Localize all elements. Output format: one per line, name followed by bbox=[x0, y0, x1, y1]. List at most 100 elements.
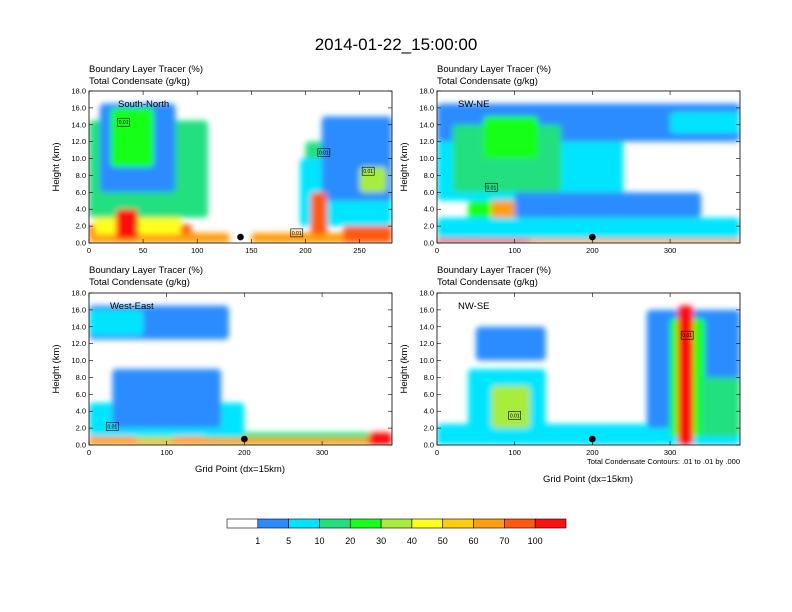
plot-frame bbox=[436, 90, 741, 244]
y-tick-label: 0.0 bbox=[76, 239, 86, 248]
colorbar-swatch bbox=[257, 518, 289, 529]
x-tick-label: 300 bbox=[664, 448, 677, 457]
y-axis-label: Height (km) bbox=[399, 344, 410, 393]
y-tick-label: 14.0 bbox=[71, 120, 86, 129]
panel-south-north: Boundary Layer Tracer (%) Total Condensa… bbox=[51, 64, 393, 255]
colorbar-swatch bbox=[534, 518, 567, 529]
y-tick-label: 12.0 bbox=[419, 339, 434, 348]
y-tick-label: 10.0 bbox=[419, 356, 434, 365]
contour-label: 0.01 bbox=[363, 169, 373, 175]
y-tick-label: 8.0 bbox=[76, 373, 86, 382]
colorbar-swatch bbox=[226, 518, 259, 529]
contour-label: 0.01 bbox=[319, 151, 329, 157]
contour-label: 0.01 bbox=[292, 231, 302, 237]
panel-title-line1: Boundary Layer Tracer (%) bbox=[89, 265, 203, 276]
location-marker bbox=[241, 435, 248, 443]
location-marker bbox=[589, 233, 596, 241]
y-tick-label: 10.0 bbox=[419, 154, 434, 163]
colorbar-label: 20 bbox=[345, 536, 355, 546]
colorbar-swatch bbox=[411, 518, 444, 529]
contour-label-box bbox=[485, 182, 498, 192]
x-tick-label: 100 bbox=[508, 448, 521, 457]
y-tick-label: 8.0 bbox=[76, 171, 86, 180]
y-tick-label: 16.0 bbox=[419, 103, 434, 112]
contour-label-box bbox=[117, 117, 130, 127]
tracer-region bbox=[514, 192, 702, 218]
y-tick-label: 0.0 bbox=[424, 239, 434, 248]
x-tick-label: 100 bbox=[191, 246, 204, 255]
panel-nw-se: Boundary Layer Tracer (%) Total Condensa… bbox=[399, 265, 741, 485]
x-tick-label: 200 bbox=[586, 246, 599, 255]
tracer-region bbox=[310, 192, 328, 235]
tracer-region bbox=[483, 116, 538, 159]
tracer-field bbox=[437, 103, 740, 243]
y-tick-label: 4.0 bbox=[76, 205, 86, 214]
colorbar-label: 50 bbox=[438, 536, 448, 546]
contour-label-box bbox=[508, 411, 521, 420]
y-tick-label: 16.0 bbox=[71, 103, 86, 112]
panel-sw-ne: Boundary Layer Tracer (%) Total Condensa… bbox=[399, 64, 741, 255]
colorbar-swatch bbox=[442, 518, 474, 529]
colorbar-swatch bbox=[288, 518, 320, 529]
colorbar: 1 5 10 20 30 40 50 60 70 100 bbox=[226, 518, 567, 546]
tracer-field bbox=[89, 305, 392, 445]
x-tick-label: 0 bbox=[435, 448, 439, 457]
contour-label-box bbox=[317, 148, 331, 157]
region-label: West-East bbox=[110, 301, 154, 312]
contour-label-box bbox=[290, 228, 304, 238]
y-tick-label: 12.0 bbox=[419, 137, 434, 146]
y-tick-label: 0.0 bbox=[424, 441, 434, 450]
x-tick-label: 150 bbox=[245, 246, 258, 255]
y-tick-label: 2.0 bbox=[424, 222, 434, 231]
colorbar-label: 10 bbox=[314, 536, 324, 546]
y-tick-label: 18.0 bbox=[71, 87, 86, 96]
tracer-region bbox=[89, 309, 144, 336]
y-tick-label: 0.0 bbox=[76, 441, 86, 450]
contour-label-box bbox=[106, 422, 119, 431]
panel-title-line2: Total Condensate (g/kg) bbox=[437, 76, 538, 87]
y-tick-label: 10.0 bbox=[71, 154, 86, 163]
x-tick-label: 200 bbox=[299, 246, 312, 255]
y-tick-label: 4.0 bbox=[424, 407, 434, 416]
y-tick-label: 2.0 bbox=[76, 222, 86, 231]
tracer-field bbox=[437, 305, 740, 445]
colorbar-label: 5 bbox=[286, 536, 291, 546]
colorbar-label: 1 bbox=[255, 536, 260, 546]
y-tick-label: 12.0 bbox=[71, 137, 86, 146]
contour-label: 0.01 bbox=[487, 185, 497, 191]
tracer-region bbox=[701, 377, 740, 437]
location-marker bbox=[237, 233, 244, 241]
tracer-region bbox=[491, 385, 531, 429]
x-axis-label: Grid Point (dx=15km) bbox=[543, 474, 633, 485]
colorbar-swatch bbox=[504, 518, 536, 529]
tracer-region bbox=[368, 432, 392, 445]
y-axis-label: Height (km) bbox=[51, 142, 62, 191]
y-tick-label: 6.0 bbox=[76, 188, 86, 197]
location-marker bbox=[589, 435, 596, 443]
y-tick-label: 6.0 bbox=[76, 390, 86, 399]
contour-note: Total Condensate Contours: .01 to .01 by… bbox=[587, 457, 740, 466]
y-tick-label: 18.0 bbox=[71, 289, 86, 298]
x-tick-label: 0 bbox=[87, 448, 91, 457]
panel-west-east: Boundary Layer Tracer (%) Total Condensa… bbox=[51, 265, 393, 475]
colorbar-swatch bbox=[473, 518, 505, 529]
y-axis-label: Height (km) bbox=[399, 142, 410, 191]
x-tick-label: 300 bbox=[664, 246, 677, 255]
colorbar-label: 60 bbox=[469, 536, 479, 546]
panel-title-line1: Boundary Layer Tracer (%) bbox=[89, 64, 203, 75]
y-tick-label: 18.0 bbox=[419, 87, 434, 96]
contour-label: 0.01 bbox=[510, 413, 520, 419]
tracer-region bbox=[110, 107, 154, 167]
x-tick-label: 250 bbox=[353, 246, 366, 255]
colorbar-swatch bbox=[319, 518, 351, 529]
plot-frame bbox=[436, 292, 741, 446]
tracer-field bbox=[89, 103, 392, 243]
y-tick-label: 6.0 bbox=[424, 188, 434, 197]
x-tick-label: 300 bbox=[316, 448, 329, 457]
region-label: South-North bbox=[118, 99, 169, 110]
y-tick-label: 16.0 bbox=[419, 305, 434, 314]
x-tick-label: 100 bbox=[160, 448, 173, 457]
x-tick-label: 200 bbox=[238, 448, 251, 457]
y-tick-label: 18.0 bbox=[419, 289, 434, 298]
y-tick-label: 14.0 bbox=[419, 120, 434, 129]
